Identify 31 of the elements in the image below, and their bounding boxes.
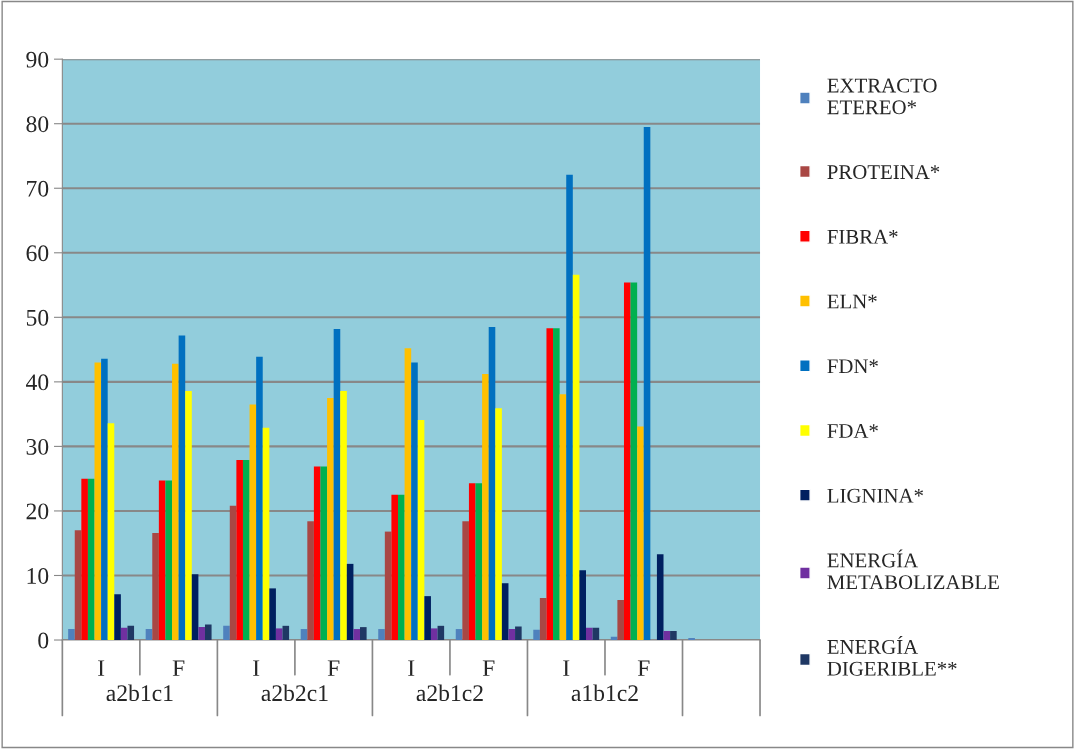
x-tick-label: F	[482, 660, 495, 676]
x-tick-label: F	[637, 660, 650, 676]
x-tick-label: I	[253, 660, 260, 676]
y-tick-label: 80	[26, 116, 49, 133]
legend-label: EXTRACTO ETEREO*	[827, 78, 937, 115]
text: a2b2c1	[261, 684, 328, 702]
legend-label: ELN*	[827, 294, 877, 309]
legend-label: FIBRA*	[827, 229, 898, 244]
legend-label: ENERGÍA METABOLIZABLE	[827, 549, 999, 590]
text: a1b1c2	[571, 684, 638, 702]
x-tick-label: F	[172, 660, 185, 676]
text: a2b1c2	[416, 684, 483, 702]
y-tick-label: 10	[27, 567, 49, 584]
y-tick-label: 50	[26, 309, 49, 326]
y-tick-label: 20	[26, 503, 49, 520]
legend-label: LIGNINA*	[827, 488, 923, 503]
x-tick-label: I	[98, 660, 105, 676]
legend-label: PROTEINA*	[827, 165, 940, 180]
y-tick-label: 0	[38, 632, 49, 649]
y-tick-label: 60	[26, 245, 49, 262]
x-tick-label: F	[327, 660, 340, 676]
legend-label: FDA*	[827, 424, 878, 438]
legend-label: ENERGÍA DIGERIBLE**	[827, 635, 957, 676]
y-tick-label: 40	[26, 374, 49, 391]
y-tick-label: 90	[26, 51, 49, 68]
y-tick-label: 70	[27, 180, 49, 197]
x-tick-label: I	[408, 660, 415, 676]
y-tick-label: 30	[26, 438, 49, 455]
text: a2b1c1	[106, 684, 173, 702]
legend-label: FDN*	[827, 359, 878, 374]
x-tick-label: I	[563, 660, 570, 676]
